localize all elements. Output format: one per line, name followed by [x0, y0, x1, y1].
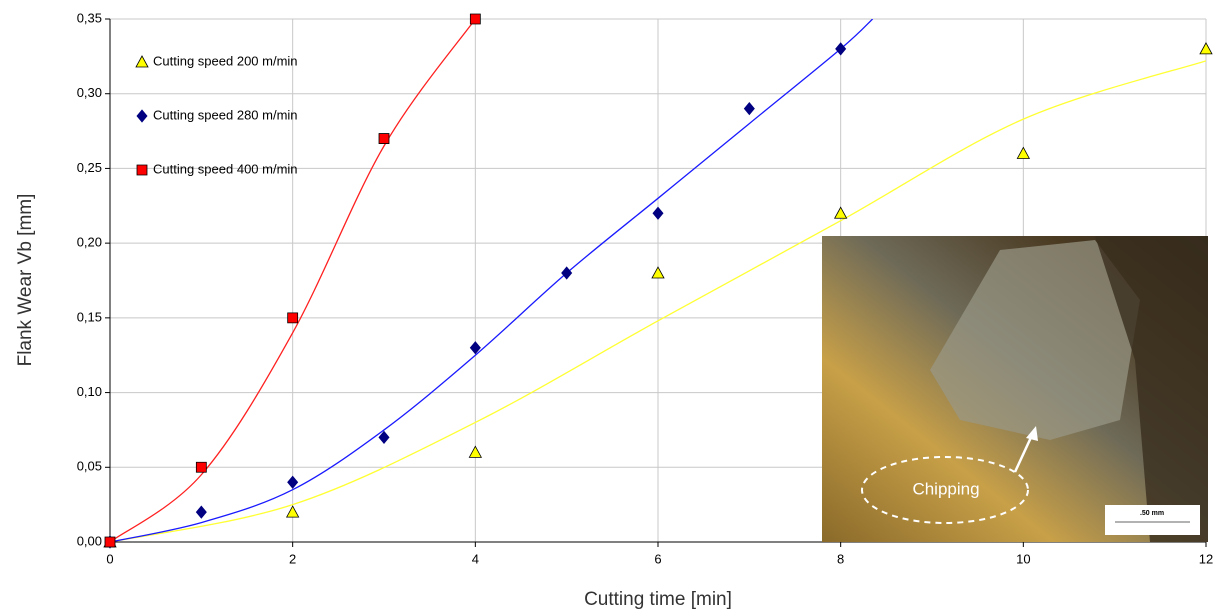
marker: [651, 266, 665, 279]
marker: [469, 13, 481, 25]
legend: Cutting speed 200 m/min Cutting speed 280…: [135, 53, 298, 176]
arrow: [1013, 432, 1035, 473]
marker: [1016, 146, 1031, 159]
scale-box: [1105, 505, 1200, 535]
legend-marker: [136, 164, 148, 176]
y-axis-title: Flank Wear Vb [mm]: [15, 194, 36, 367]
marker: [195, 461, 207, 473]
marker: [285, 505, 300, 518]
y-tick-label: 0,10: [77, 384, 102, 399]
marker: [469, 341, 481, 355]
x-tick-label: 4: [472, 551, 479, 566]
photo-detail: [930, 240, 1140, 440]
marker: [195, 505, 207, 519]
y-tick-label: 0,30: [77, 85, 102, 100]
x-tick-label: 6: [654, 551, 661, 566]
trend-line: [110, 19, 476, 542]
x-axis-title: Cutting time [min]: [584, 589, 732, 610]
inset-label: Chipping: [912, 479, 979, 498]
y-tick-label: 0,35: [77, 10, 102, 25]
y-tick-label: 0,05: [77, 459, 102, 474]
x-tick-label: 12: [1199, 551, 1213, 566]
marker: [378, 430, 390, 445]
marker: [468, 445, 483, 458]
trend-line: [110, 19, 874, 542]
trend-line: [110, 60, 1206, 542]
marker: [104, 536, 116, 548]
photo-detail: [1095, 236, 1208, 542]
scale-label: .50 mm: [1140, 510, 1164, 517]
inset-photo: Chipping .50 mm: [822, 236, 1208, 542]
arrow-head: [1026, 426, 1038, 441]
marker: [835, 42, 847, 56]
y-tick-label: 0,00: [77, 533, 102, 548]
marker: [378, 133, 390, 144]
highlight-ellipse: [861, 456, 1029, 524]
x-tick-label: 0: [106, 551, 113, 566]
marker: [833, 206, 848, 219]
y-tick-label: 0,15: [77, 309, 102, 324]
legend-marker: [135, 55, 149, 68]
marks: [103, 13, 1213, 549]
marker: [287, 312, 299, 324]
marker: [743, 102, 755, 116]
legend-label: Cutting speed 200 m/min: [153, 53, 298, 68]
marker: [561, 266, 573, 280]
legend-label: Cutting speed 400 m/min: [153, 161, 298, 176]
marker: [1199, 42, 1213, 55]
x-tick-label: 8: [837, 551, 844, 566]
marker: [652, 206, 664, 220]
marker: [287, 475, 299, 489]
x-tick-label: 10: [1016, 551, 1030, 566]
x-tick-label: 2: [289, 551, 296, 566]
legend-label: Cutting speed 280 m/min: [153, 107, 298, 122]
y-tick-label: 0,20: [77, 235, 102, 250]
y-tick-label: 0,25: [77, 160, 102, 175]
legend-marker: [136, 109, 148, 123]
